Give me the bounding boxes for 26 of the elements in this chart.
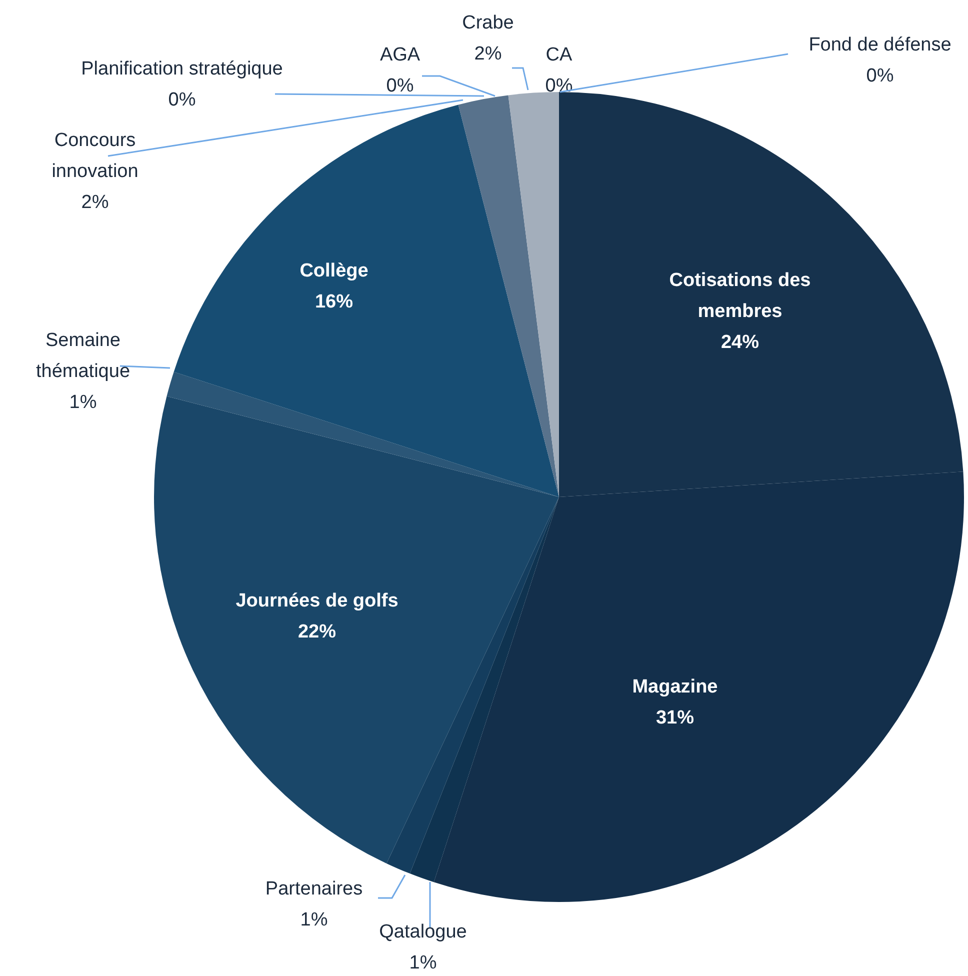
data-label: 22% [298, 622, 336, 643]
slice-label: Qatalogue [379, 922, 467, 943]
slice-label: Partenaires [265, 878, 363, 900]
category-label: Fond de défense [808, 34, 952, 56]
slice-label: Concours innovation [52, 130, 138, 182]
category-label: Planification stratégique [81, 58, 283, 80]
text: 0% [386, 76, 414, 97]
data-label: 2% [474, 44, 502, 65]
slice-label: Magazine [632, 676, 718, 698]
data-label: 1% [409, 952, 437, 974]
data-label: 31% [656, 708, 694, 729]
text: 0% [866, 66, 894, 87]
category-label: CA [546, 44, 572, 66]
slice-label: Collège [300, 260, 368, 282]
slice-label: Crabe [462, 12, 514, 34]
slice-label: Cotisations des membres [669, 270, 811, 322]
text: 0% [545, 76, 573, 97]
data-label: 16% [314, 292, 354, 313]
data-label: 24% [720, 332, 760, 354]
data-label: 1% [300, 910, 328, 931]
text: 0% [168, 90, 196, 111]
slice-label: Semaine thématique [36, 330, 130, 382]
data-label: 2% [81, 192, 109, 214]
slice-label: Journées de golfs [236, 590, 398, 612]
category-label: AGA [380, 44, 420, 66]
data-label: 1% [69, 392, 97, 414]
